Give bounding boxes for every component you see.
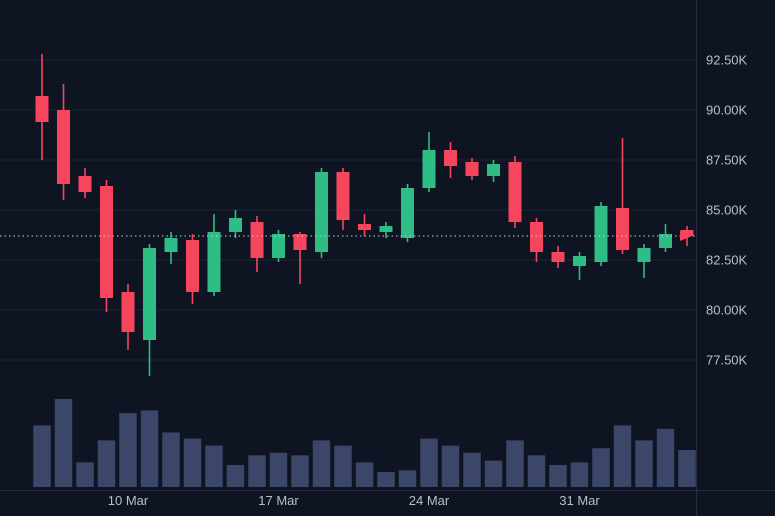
y-axis-label: 90.00K [706, 103, 748, 118]
volume-bar [269, 452, 288, 487]
volume-bar [226, 465, 245, 487]
candle-body [336, 172, 350, 220]
candle-body [551, 252, 565, 262]
y-axis-label: 82.50K [706, 253, 748, 268]
volume-bar [592, 448, 610, 487]
volume-bar [635, 440, 653, 487]
candle-body [358, 224, 371, 230]
candle-body [35, 96, 49, 122]
candle-body [121, 292, 135, 332]
candle-body [616, 208, 629, 250]
candle-body [143, 248, 156, 340]
volume-bar [334, 445, 352, 487]
candle-body [293, 234, 307, 250]
candle-body [379, 226, 393, 232]
volume-bar [377, 472, 395, 487]
volume-bar [527, 455, 546, 487]
volume-bar [506, 440, 524, 487]
volume-bar [183, 438, 202, 487]
candle-body [164, 238, 178, 252]
candle-body [444, 150, 457, 166]
y-axis-label: 87.50K [706, 153, 748, 168]
candle-body [422, 150, 436, 188]
candle-body [594, 206, 608, 262]
candle-body [207, 232, 221, 292]
x-axis-label: 24 Mar [409, 493, 450, 508]
volume-bar [291, 455, 309, 487]
x-axis-label: 10 Mar [108, 493, 149, 508]
volume-bar [678, 450, 696, 487]
y-axis-label: 85.00K [706, 203, 748, 218]
volume-bar [248, 455, 266, 487]
candle-body [508, 162, 522, 222]
candle-body [229, 218, 242, 232]
y-axis-label: 92.50K [706, 53, 748, 68]
volume-bar [205, 445, 223, 487]
x-axis-label: 31 Mar [559, 493, 600, 508]
candle-body [401, 188, 414, 238]
candle-body [659, 234, 672, 248]
volume-bar [162, 432, 180, 487]
x-axis-label: 17 Mar [258, 493, 299, 508]
volume-bar [54, 399, 73, 487]
candle-body [315, 172, 328, 252]
candle-body [487, 164, 500, 176]
y-axis-label: 80.00K [706, 303, 748, 318]
candle-body [573, 256, 586, 266]
volume-bar [420, 438, 438, 487]
candle-body [78, 176, 92, 192]
y-axis-label: 77.50K [706, 353, 748, 368]
volume-bar [355, 462, 374, 487]
volume-bar [76, 462, 94, 487]
candle-body [100, 186, 113, 298]
candle-body [680, 230, 694, 236]
volume-bar [484, 460, 503, 487]
volume-bar [97, 440, 116, 487]
candle-body [250, 222, 264, 258]
volume-bar [312, 440, 331, 487]
volume-bar [33, 425, 51, 487]
time-scale[interactable] [0, 491, 696, 516]
candle-body [57, 110, 70, 184]
volume-bar [570, 462, 589, 487]
candle-body [272, 234, 285, 258]
candle-body [465, 162, 479, 176]
candle-body [186, 240, 199, 292]
candle-body [637, 248, 651, 262]
current-price-marker-icon [680, 231, 692, 241]
volume-bar [549, 465, 567, 487]
price-scale[interactable] [697, 0, 775, 490]
volume-bar [140, 410, 159, 487]
volume-bar [441, 445, 460, 487]
volume-bar [119, 413, 137, 487]
volume-bar [656, 428, 675, 487]
volume-bar [463, 452, 481, 487]
volume-bar [398, 470, 417, 487]
candle-body [530, 222, 543, 252]
volume-bar [613, 425, 632, 487]
